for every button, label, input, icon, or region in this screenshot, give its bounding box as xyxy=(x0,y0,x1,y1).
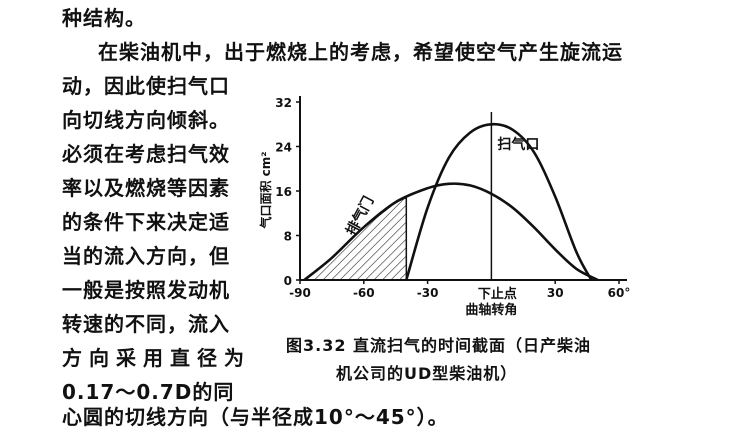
x-tick-label: -30 xyxy=(417,286,439,300)
tdc-label: 下止点 xyxy=(478,286,517,302)
scavenge-port-curve xyxy=(405,122,593,281)
text-line-13: 心圆的切线方向（与半径成10°～45°）。 xyxy=(62,405,449,429)
text-line-6: 率以及燃烧等因素 xyxy=(62,176,230,200)
text-line-8: 当的流入方向，但 xyxy=(62,244,230,268)
x-tick-label: -90 xyxy=(289,286,311,300)
figure-caption-line-2: 机公司的UD型柴油机） xyxy=(336,364,518,383)
text-line-5: 必须在考虑扫气效 xyxy=(62,142,230,166)
text-line-12: 0.17～0.7D的同 xyxy=(62,380,235,404)
figure-caption-line-1: 图3.32 直流扫气的时间截面（日产柴油 xyxy=(286,336,592,355)
exhaust-shaded-area xyxy=(303,196,408,281)
text-line-7: 的条件下来决定适 xyxy=(62,210,230,234)
x-tick-label: -60 xyxy=(353,286,375,300)
text-line-10: 转速的不同，流入 xyxy=(62,312,230,336)
y-tick-label: 24 xyxy=(275,141,292,155)
text-line-4: 向切线方向倾斜。 xyxy=(62,108,230,132)
y-tick-label: 32 xyxy=(275,96,292,110)
exhaust-valve-label: 排气门 xyxy=(343,193,378,238)
scavenge-port-label: 扫气口 xyxy=(497,136,539,153)
exhaust-valve-curve xyxy=(303,182,599,282)
text-line-11: 方向采用直径为 xyxy=(62,346,251,370)
x-tick-label: 60° xyxy=(608,286,631,300)
text-line-2: 在柴油机中，出于燃烧上的考虑，希望使空气产生旋流运 xyxy=(98,40,623,64)
y-tick-label: 0 xyxy=(284,274,292,288)
x-tick-label: 30 xyxy=(547,286,564,300)
y-tick-label: 16 xyxy=(275,185,292,199)
y-tick-label: 8 xyxy=(284,230,292,244)
text-line-3: 动，因此使扫气口 xyxy=(62,74,230,98)
y-axis-label: 气口面积 cm² xyxy=(258,151,273,229)
text-line-1: 种结构。 xyxy=(62,6,146,30)
text-line-9: 一般是按照发动机 xyxy=(62,278,230,302)
x-axis-label: 曲轴转角 xyxy=(465,302,517,318)
